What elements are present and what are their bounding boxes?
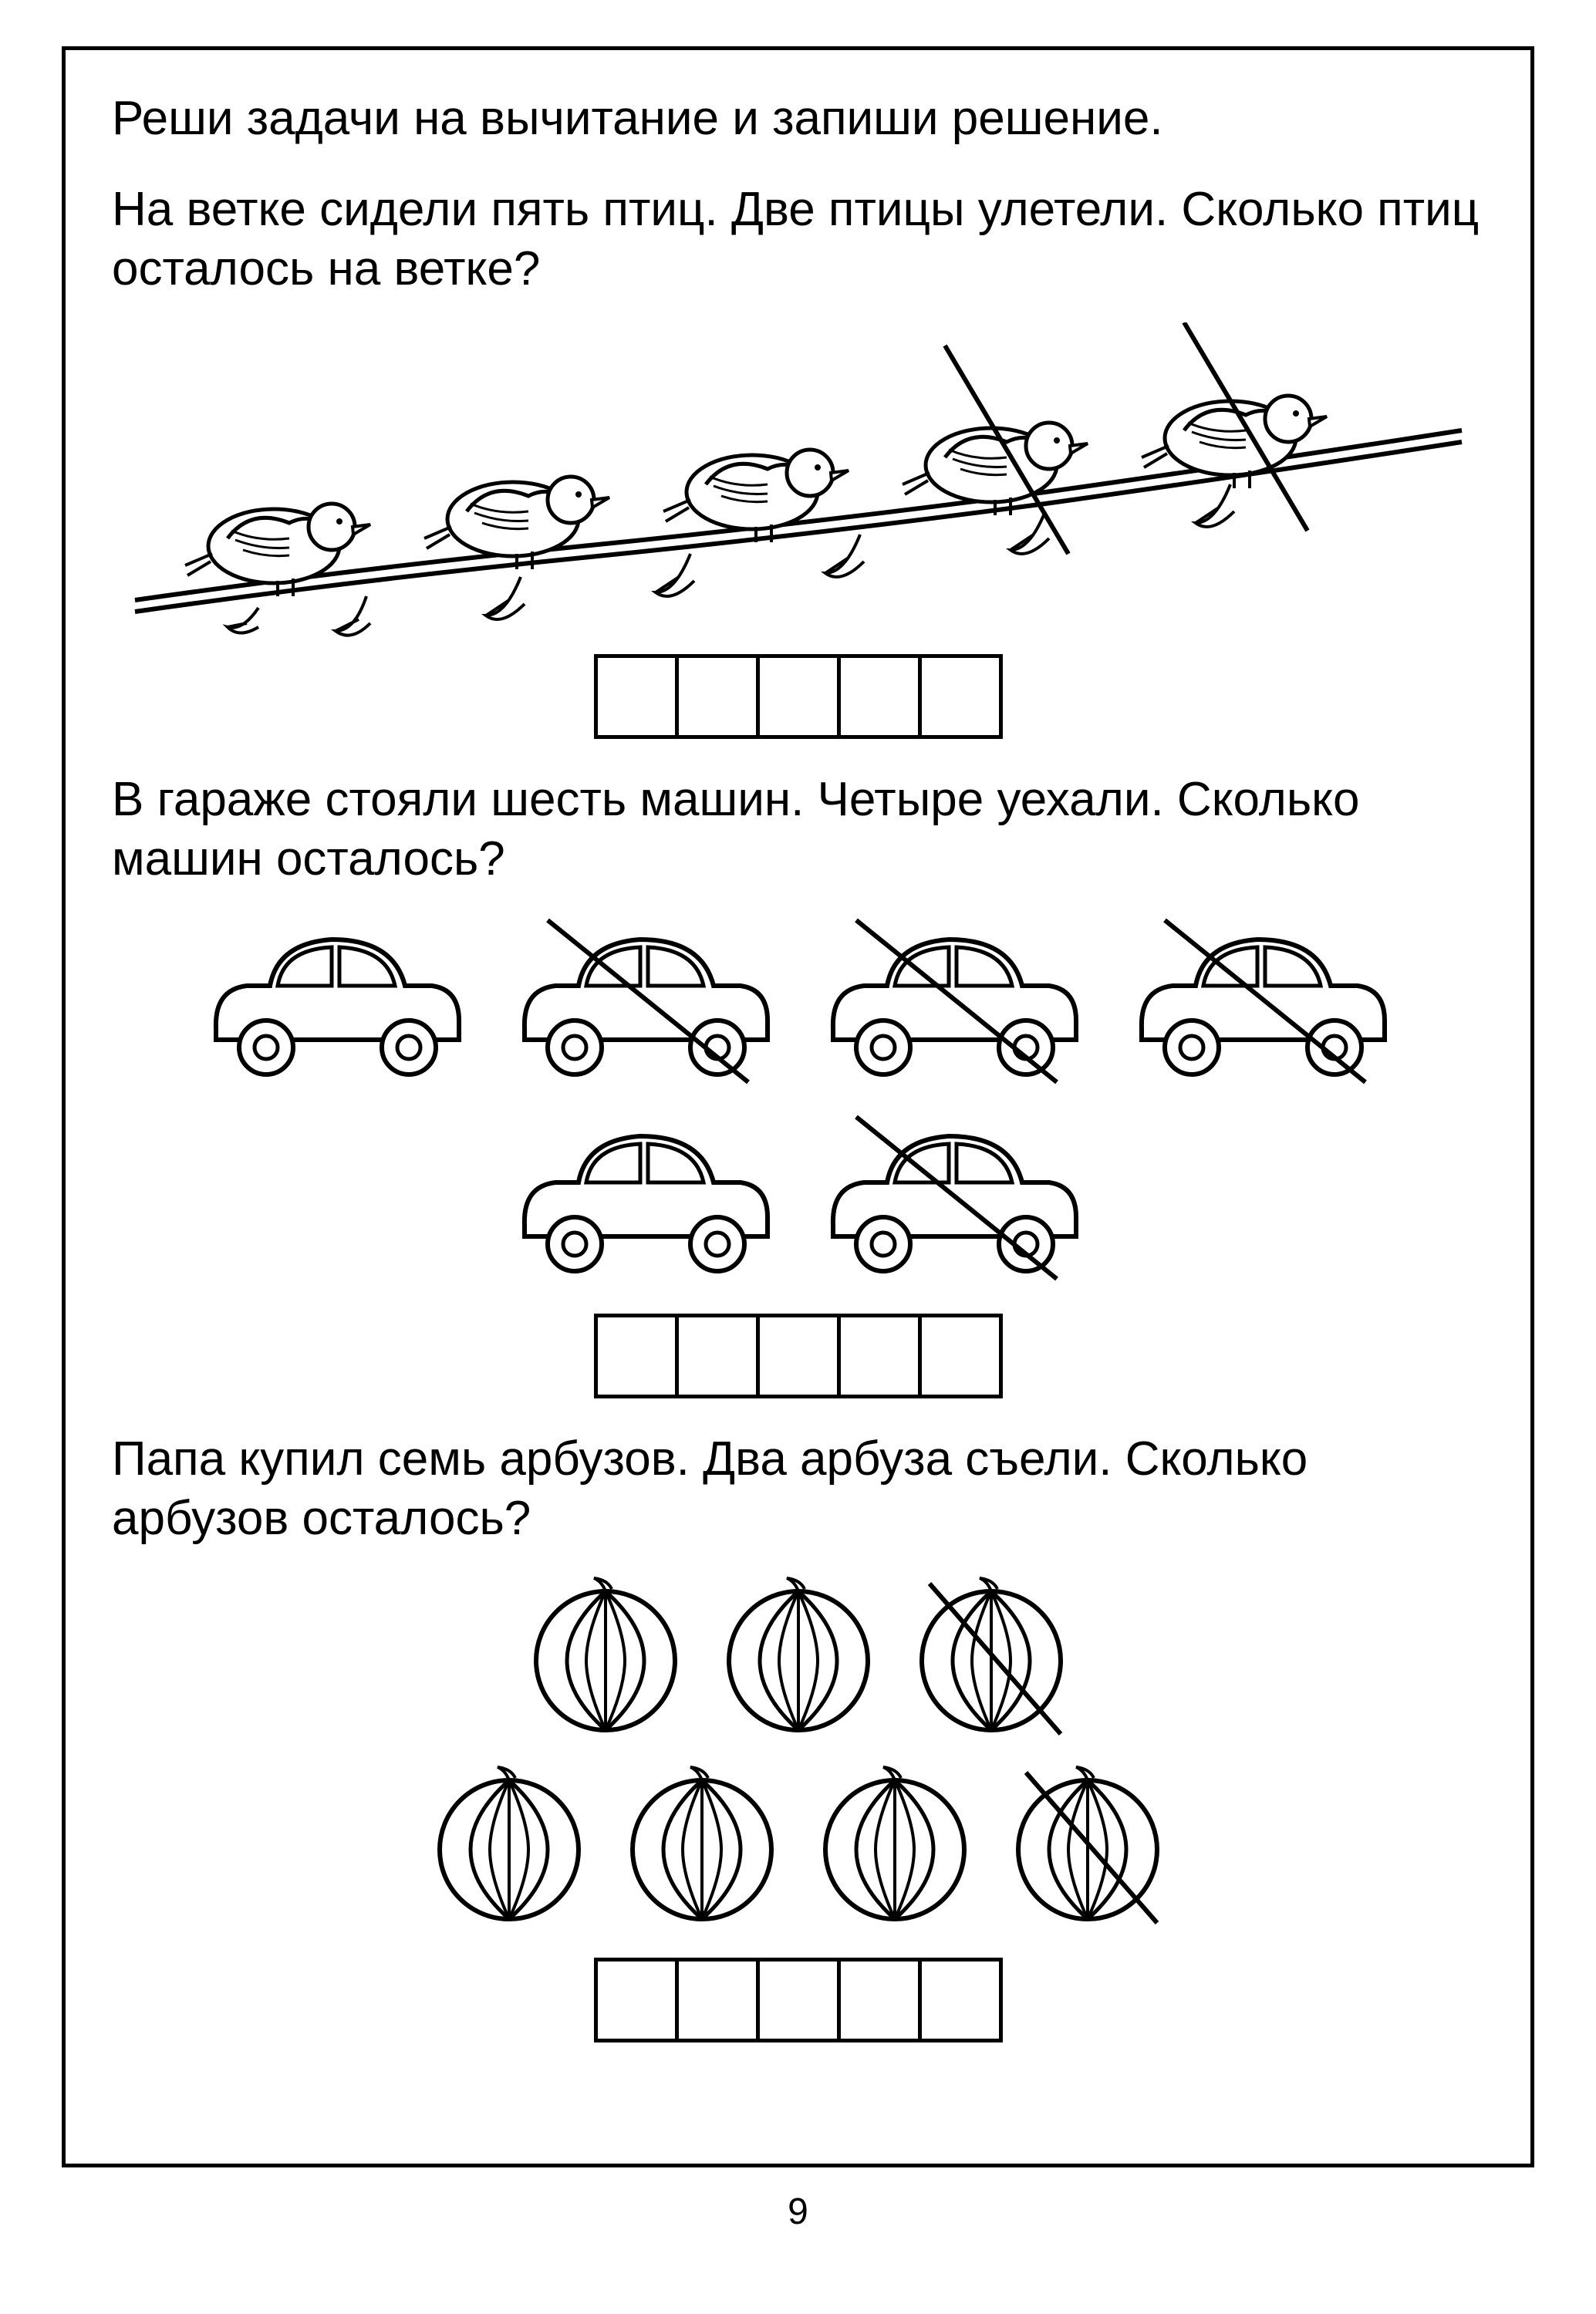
problem-1-text: На ветке сидели пять птиц. Две птицы уле… [112,180,1484,299]
car-icon [193,912,478,1090]
page-number: 9 [0,2191,1596,2233]
answer-cell[interactable] [837,1958,922,2042]
car-icon [810,912,1095,1090]
watermelon-item [617,1761,787,1931]
answer-cell[interactable] [756,1314,841,1398]
car-icon [1119,912,1404,1090]
watermelon-icon [424,1761,594,1931]
answer-cell[interactable] [675,1958,760,2042]
answer-cell[interactable] [918,1314,1003,1398]
problem-3-answer-boxes[interactable] [594,1958,1003,2042]
page-frame: Реши задачи на вычитание и запиши решени… [62,46,1534,2167]
problem-3-text: Папа купил семь арбузов. Два арбуза съел… [112,1429,1484,1549]
cars-row-1 [193,912,1404,1090]
problem-3-illustration [112,1572,1484,2042]
watermelon-icon [521,1572,690,1742]
problem-2-illustration [112,912,1484,1398]
watermelon-icon [617,1761,787,1931]
answer-cell[interactable] [594,654,679,739]
melons-row-1 [521,1572,1076,1742]
car-icon [810,1109,1095,1287]
watermelon-icon [714,1572,883,1742]
car-icon [501,1109,787,1287]
watermelon-item [1003,1761,1173,1931]
answer-cell[interactable] [675,654,760,739]
answer-cell[interactable] [918,1958,1003,2042]
answer-cell[interactable] [837,1314,922,1398]
car-icon [501,912,787,1090]
problem-1-illustration [112,322,1484,739]
answer-cell[interactable] [675,1314,760,1398]
car-item [810,1109,1095,1287]
answer-cell[interactable] [837,654,922,739]
watermelon-item [521,1572,690,1742]
birds-on-branch [120,322,1477,646]
answer-cell[interactable] [756,1958,841,2042]
watermelon-item [810,1761,980,1931]
problem-1-answer-boxes[interactable] [594,654,1003,739]
car-item [501,1109,787,1287]
instruction-text: Реши задачи на вычитание и запиши решени… [112,89,1484,149]
watermelon-icon [1003,1761,1173,1931]
answer-cell[interactable] [594,1958,679,2042]
melons-row-2 [424,1761,1173,1931]
car-item [810,912,1095,1090]
watermelon-item [714,1572,883,1742]
problem-2-text: В гараже стояли шесть машин. Четыре уеха… [112,770,1484,889]
problem-2-answer-boxes[interactable] [594,1314,1003,1398]
car-item [1119,912,1404,1090]
answer-cell[interactable] [594,1314,679,1398]
car-item [501,912,787,1090]
watermelon-item [906,1572,1076,1742]
cars-row-2 [501,1109,1095,1287]
car-item [193,912,478,1090]
watermelon-item [424,1761,594,1931]
watermelon-icon [810,1761,980,1931]
watermelon-icon [906,1572,1076,1742]
answer-cell[interactable] [918,654,1003,739]
answer-cell[interactable] [756,654,841,739]
